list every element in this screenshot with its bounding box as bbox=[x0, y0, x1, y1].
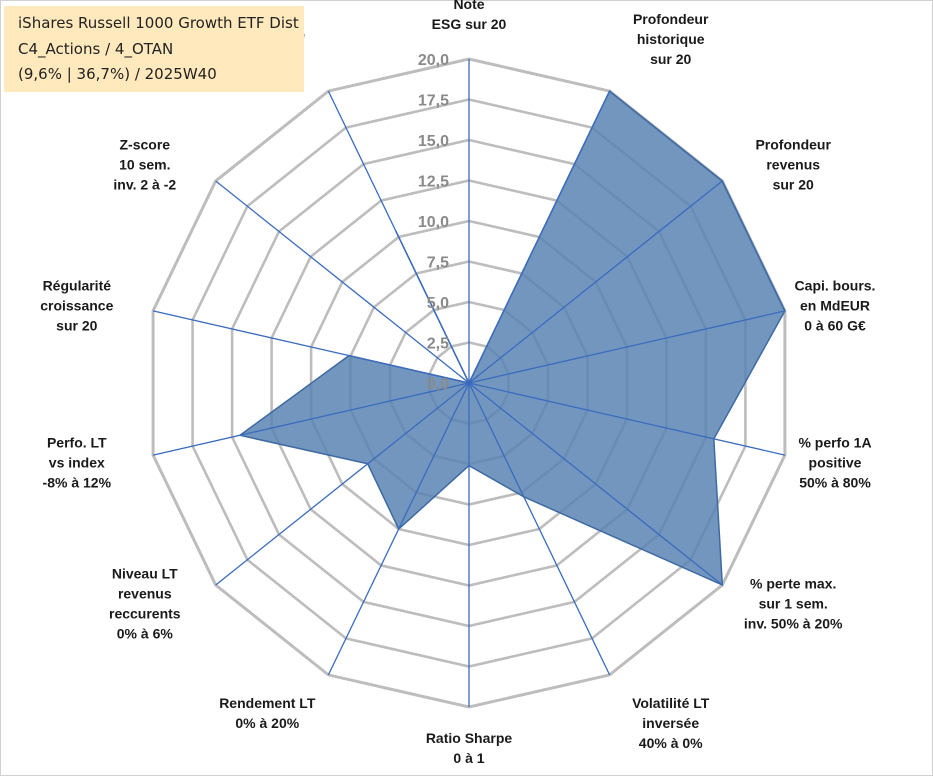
axis-label-0: Note ESG sur 20 bbox=[432, 0, 507, 32]
axis-spoke-3 bbox=[468, 310, 786, 384]
axis-label-10-line-1: vs index bbox=[49, 454, 105, 470]
axis-label-12-line-2: inv. 2 à -2 bbox=[113, 177, 176, 193]
axis-label-5-line-0: % perte max. bbox=[750, 576, 836, 592]
axis-label-4-line-2: 50% à 80% bbox=[799, 474, 871, 490]
axis-label-1-line-1: historique bbox=[637, 31, 705, 47]
data-layer bbox=[238, 89, 786, 587]
axis-label-6-line-2: 40% à 0% bbox=[639, 735, 703, 751]
axis-spoke-13 bbox=[327, 90, 470, 384]
axis-label-6-line-0: Volatilité LT bbox=[632, 695, 710, 711]
axis-label-3-line-1: en MdEUR bbox=[800, 298, 870, 314]
axis-label-4-line-0: % perfo 1A bbox=[798, 434, 871, 450]
axis-label-11-line-1: croissance bbox=[40, 298, 113, 314]
axis-label-8-line-0: Rendement LT bbox=[219, 695, 316, 711]
axis-spoke-1 bbox=[468, 90, 611, 384]
axis-label-5-line-2: inv. 50% à 20% bbox=[744, 616, 843, 632]
axis-label-12-line-0: Z-score bbox=[120, 137, 171, 153]
axis-label-9: Niveau LT revenus reccurents 0% à 6% bbox=[109, 566, 181, 642]
axis-label-2: Profondeur revenus sur 20 bbox=[755, 137, 831, 193]
axis-label-7: Ratio Sharpe 0 à 1 bbox=[426, 730, 513, 766]
axis-label-8: Rendement LT 0% à 20% bbox=[219, 695, 316, 731]
axis-label-11-line-0: Régularité bbox=[43, 278, 112, 294]
axis-label-5: % perte max. sur 1 sem. inv. 50% à 20% bbox=[744, 576, 843, 632]
tick-layer: 0,0 2,5 5,0 7,5 10,0 12,5 15,0 17,5 20,0 bbox=[418, 52, 449, 393]
radial-tick-label-8: 20,0 bbox=[418, 52, 449, 69]
radial-tick-label-4: 10,0 bbox=[418, 214, 449, 231]
chart-title-box: iShares Russell 1000 Growth ETF Dist C4_… bbox=[4, 6, 304, 92]
axis-spoke-10 bbox=[152, 382, 470, 456]
axis-label-0-line-1: ESG sur 20 bbox=[432, 16, 507, 32]
spoke-layer bbox=[152, 59, 786, 707]
axis-label-11-line-2: sur 20 bbox=[56, 318, 97, 334]
axis-label-8-line-1: 0% à 20% bbox=[235, 715, 299, 731]
axis-label-3-line-0: Capi. bours. bbox=[795, 278, 876, 294]
radial-tick-label-7: 17,5 bbox=[418, 93, 449, 110]
axis-label-2-line-1: revenus bbox=[766, 157, 820, 173]
radial-tick-label-6: 15,0 bbox=[418, 133, 449, 150]
axis-label-12: Z-score 10 sem. inv. 2 à -2 bbox=[113, 137, 176, 193]
data-series-area bbox=[238, 89, 786, 587]
axis-label-5-line-1: sur 1 sem. bbox=[759, 596, 828, 612]
axis-label-0-line-0: Note bbox=[453, 0, 484, 12]
axis-label-2-line-2: sur 20 bbox=[773, 177, 814, 193]
axis-label-7-line-0: Ratio Sharpe bbox=[426, 730, 513, 746]
axis-label-9-line-1: revenus bbox=[118, 586, 172, 602]
axis-spoke-5 bbox=[468, 382, 723, 586]
axis-label-1: Profondeur historique sur 20 bbox=[633, 11, 709, 67]
chart-title-line-3: (9,6% | 36,7%) / 2025W40 bbox=[18, 65, 217, 83]
axis-label-9-line-2: reccurents bbox=[109, 606, 181, 622]
axis-label-4: % perfo 1A positive 50% à 80% bbox=[798, 434, 871, 490]
axis-spoke-2 bbox=[468, 180, 723, 384]
radial-tick-label-3: 7,5 bbox=[427, 255, 449, 272]
axis-label-3: Capi. bours. en MdEUR 0 à 60 G€ bbox=[795, 278, 876, 334]
chart-title-line-2: C4_Actions / 4_OTAN bbox=[18, 40, 174, 58]
axis-label-layer: Note ESG sur 20 Profondeur historique sur 20… bbox=[40, 0, 875, 766]
axis-spoke-11 bbox=[152, 310, 470, 384]
axis-label-1-line-0: Profondeur bbox=[633, 11, 709, 27]
axis-label-11: Régularité croissance sur 20 bbox=[40, 278, 113, 334]
axis-spoke-8 bbox=[327, 382, 470, 676]
axis-label-6-line-1: inversée bbox=[642, 715, 699, 731]
axis-label-9-line-3: 0% à 6% bbox=[117, 626, 174, 642]
axis-label-12-line-1: 10 sem. bbox=[119, 157, 170, 173]
axis-label-1-line-2: sur 20 bbox=[650, 51, 691, 67]
radial-tick-label-0: 0,0 bbox=[427, 376, 449, 393]
axis-label-3-line-2: 0 à 60 G€ bbox=[804, 318, 866, 334]
axis-spoke-9 bbox=[215, 382, 470, 586]
axis-label-2-line-0: Profondeur bbox=[755, 137, 831, 153]
axis-label-10: Perfo. LT vs index -8% à 12% bbox=[43, 434, 112, 490]
radial-tick-label-1: 2,5 bbox=[427, 336, 449, 353]
axis-label-7-line-1: 0 à 1 bbox=[453, 750, 484, 766]
radial-tick-label-2: 5,0 bbox=[427, 295, 449, 312]
chart-title-line-1: iShares Russell 1000 Growth ETF Dist bbox=[18, 14, 299, 32]
radial-tick-label-5: 12,5 bbox=[418, 174, 449, 191]
axis-label-4-line-1: positive bbox=[809, 454, 862, 470]
axis-spoke-6 bbox=[468, 382, 611, 676]
axis-spoke-4 bbox=[468, 382, 786, 456]
axis-label-6: Volatilité LT inversée 40% à 0% bbox=[632, 695, 710, 751]
axis-label-10-line-2: -8% à 12% bbox=[43, 474, 112, 490]
axis-spoke-12 bbox=[215, 180, 470, 384]
axis-label-10-line-0: Perfo. LT bbox=[47, 434, 107, 450]
axis-label-9-line-0: Niveau LT bbox=[112, 566, 178, 582]
